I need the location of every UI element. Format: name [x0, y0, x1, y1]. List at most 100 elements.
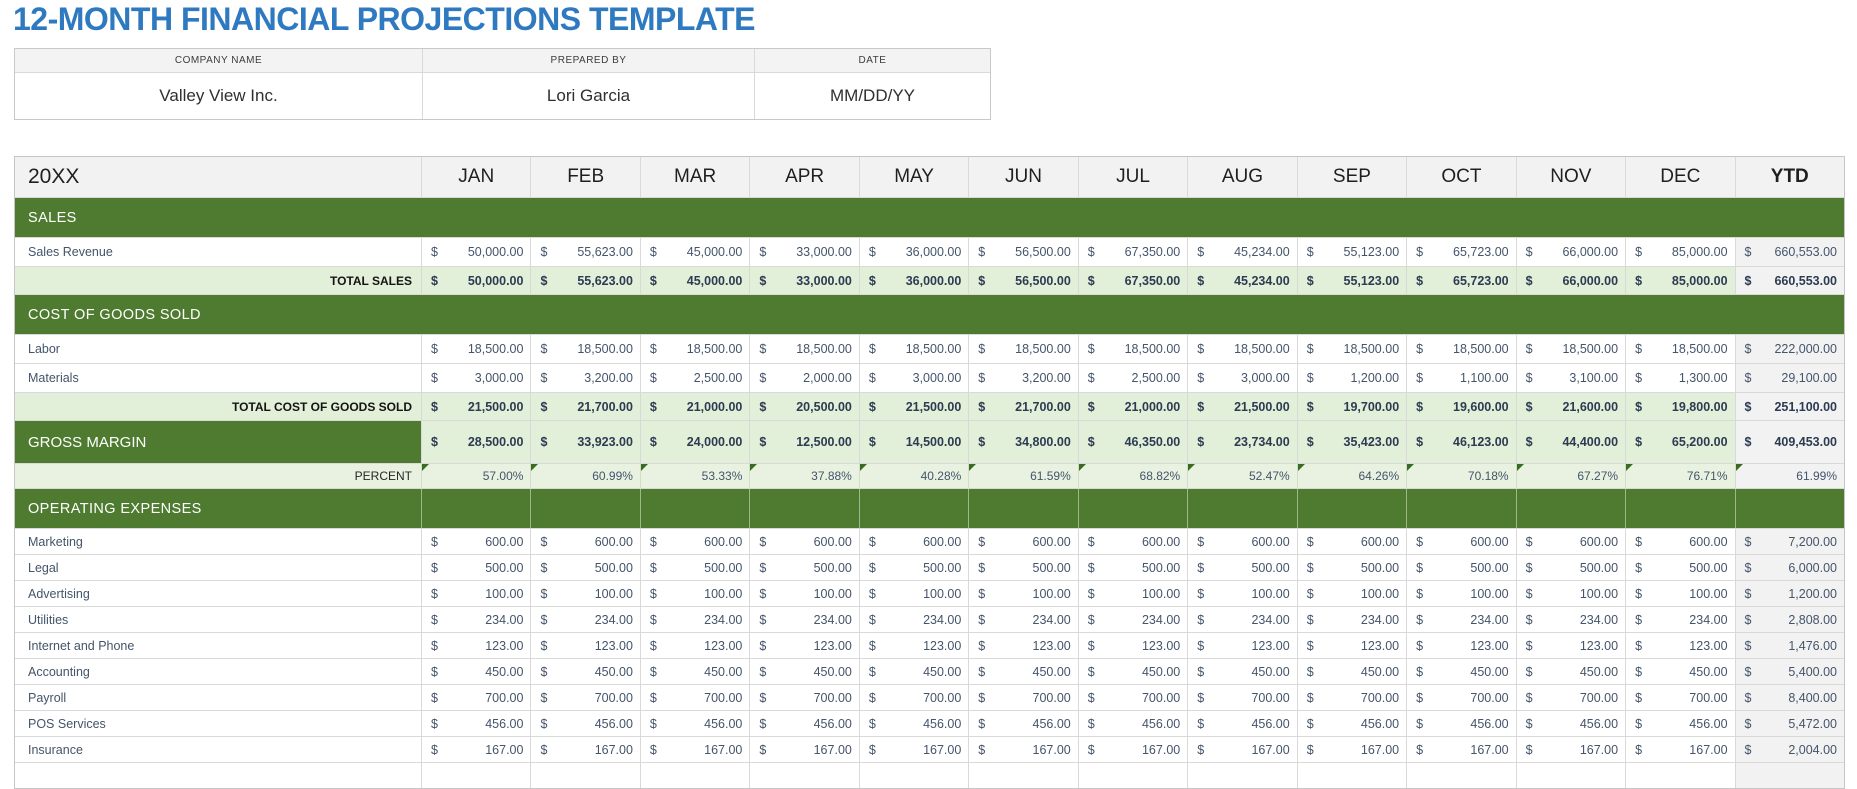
cell-may[interactable]: $600.00 [858, 529, 968, 554]
cell-oct[interactable]: $46,123.00 [1406, 421, 1516, 463]
cell-jan[interactable]: $456.00 [421, 711, 530, 736]
cell-may[interactable]: $36,000.00 [858, 238, 968, 266]
cell-mar[interactable]: $700.00 [639, 685, 749, 710]
cell-jul[interactable]: $500.00 [1077, 555, 1187, 580]
cell-mar[interactable]: $167.00 [639, 737, 749, 762]
cell-jan[interactable]: $600.00 [421, 529, 530, 554]
cell-aug[interactable]: $3,000.00 [1187, 364, 1296, 392]
cell-jun[interactable]: $34,800.00 [968, 421, 1078, 463]
cell-jul[interactable]: $123.00 [1077, 633, 1187, 658]
cell-oct[interactable]: $167.00 [1406, 737, 1515, 762]
cell-aug[interactable]: $100.00 [1187, 581, 1296, 606]
cell-ytd[interactable]: $660,553.00 [1734, 267, 1844, 294]
cell-apr[interactable]: $450.00 [749, 659, 858, 684]
row-label[interactable]: Sales Revenue [28, 245, 113, 259]
cell-ytd[interactable]: $8,400.00 [1734, 685, 1844, 710]
cell-aug[interactable]: $600.00 [1187, 529, 1296, 554]
month-header-mar[interactable]: MAR [639, 157, 749, 197]
cell-mar[interactable]: $45,000.00 [639, 238, 749, 266]
cell-sep[interactable] [1296, 763, 1406, 788]
cell-ytd[interactable]: $222,000.00 [1734, 335, 1844, 363]
month-header-aug[interactable]: AUG [1187, 157, 1296, 197]
date-value[interactable]: MM/DD/YY [754, 73, 990, 119]
cell-may[interactable]: $167.00 [858, 737, 968, 762]
month-header-jan[interactable]: JAN [421, 157, 530, 197]
month-header-oct[interactable]: OCT [1406, 157, 1515, 197]
cell-nov[interactable]: $456.00 [1515, 711, 1625, 736]
cell-may[interactable]: $450.00 [858, 659, 968, 684]
cell-oct[interactable]: $1,100.00 [1406, 364, 1515, 392]
cell-feb[interactable] [530, 763, 639, 788]
cell-feb[interactable]: $500.00 [530, 555, 639, 580]
cell-jan[interactable]: $450.00 [421, 659, 530, 684]
cell-feb[interactable]: 60.99% [530, 464, 639, 488]
cell-oct[interactable]: $450.00 [1406, 659, 1515, 684]
cell-jul[interactable]: $167.00 [1077, 737, 1187, 762]
cell-nov[interactable]: $66,000.00 [1515, 238, 1625, 266]
cell-jul[interactable]: $600.00 [1077, 529, 1187, 554]
cell-nov[interactable]: $18,500.00 [1515, 335, 1625, 363]
cell-ytd[interactable]: $1,476.00 [1734, 633, 1844, 658]
cell-feb[interactable]: $456.00 [530, 711, 639, 736]
cell-ytd[interactable]: $2,004.00 [1734, 737, 1844, 762]
cell-jul[interactable]: 68.82% [1077, 464, 1187, 488]
cell-aug[interactable]: 52.47% [1187, 464, 1296, 488]
cell-mar[interactable]: $123.00 [639, 633, 749, 658]
row-label[interactable]: Materials [28, 371, 79, 385]
cell-nov[interactable]: $600.00 [1515, 529, 1625, 554]
cell-feb[interactable]: $167.00 [530, 737, 639, 762]
cell-jul[interactable]: $100.00 [1077, 581, 1187, 606]
cell-apr[interactable]: $234.00 [749, 607, 858, 632]
cell-ytd[interactable]: $2,808.00 [1734, 607, 1844, 632]
cell-jun[interactable]: $123.00 [968, 633, 1077, 658]
cell-feb[interactable]: $234.00 [530, 607, 639, 632]
row-label[interactable]: Utilities [28, 612, 69, 627]
month-header-apr[interactable]: APR [749, 157, 858, 197]
cell-oct[interactable]: $65,723.00 [1406, 267, 1515, 294]
cell-may[interactable]: $456.00 [858, 711, 968, 736]
cell-aug[interactable]: $45,234.00 [1187, 267, 1296, 294]
cell-dec[interactable]: $600.00 [1625, 529, 1734, 554]
cell-dec[interactable] [1625, 763, 1734, 788]
cell-ytd[interactable]: $409,453.00 [1734, 421, 1844, 463]
cell-jan[interactable]: $21,500.00 [421, 393, 530, 420]
cell-sep[interactable]: $35,423.00 [1296, 421, 1407, 463]
cell-mar[interactable]: $500.00 [639, 555, 749, 580]
cell-may[interactable] [858, 763, 968, 788]
cell-jul[interactable]: $67,350.00 [1077, 238, 1187, 266]
cell-jan[interactable]: $234.00 [421, 607, 530, 632]
cell-jul[interactable]: $456.00 [1077, 711, 1187, 736]
cell-dec[interactable]: $85,000.00 [1625, 238, 1734, 266]
cell-may[interactable]: $100.00 [858, 581, 968, 606]
cell-may[interactable]: $123.00 [858, 633, 968, 658]
cell-jun[interactable]: $450.00 [968, 659, 1077, 684]
cell-mar[interactable]: $234.00 [639, 607, 749, 632]
cell-may[interactable]: $36,000.00 [858, 267, 968, 294]
cell-feb[interactable]: $123.00 [530, 633, 639, 658]
cell-jun[interactable]: 61.59% [968, 464, 1077, 488]
cell-ytd[interactable]: $5,472.00 [1734, 711, 1844, 736]
cell-feb[interactable]: $33,923.00 [530, 421, 640, 463]
cell-feb[interactable]: $55,623.00 [530, 238, 639, 266]
row-label[interactable]: Payroll [28, 690, 67, 705]
cell-ytd[interactable]: $29,100.00 [1734, 364, 1844, 392]
cell-oct[interactable]: $18,500.00 [1406, 335, 1515, 363]
cell-jun[interactable]: $700.00 [968, 685, 1077, 710]
cell-jan[interactable]: $50,000.00 [421, 267, 530, 294]
cell-apr[interactable]: 37.88% [749, 464, 858, 488]
cell-dec[interactable]: $167.00 [1625, 737, 1734, 762]
cell-mar[interactable]: $600.00 [639, 529, 749, 554]
cell-dec[interactable]: $1,300.00 [1625, 364, 1734, 392]
month-header-may[interactable]: MAY [858, 157, 968, 197]
cell-aug[interactable]: $234.00 [1187, 607, 1296, 632]
cell-nov[interactable]: 67.27% [1515, 464, 1625, 488]
cell-nov[interactable]: $66,000.00 [1515, 267, 1625, 294]
month-header-nov[interactable]: NOV [1515, 157, 1625, 197]
cell-dec[interactable]: $456.00 [1625, 711, 1734, 736]
cell-nov[interactable]: $234.00 [1515, 607, 1625, 632]
cell-dec[interactable]: $65,200.00 [1625, 421, 1735, 463]
cell-aug[interactable] [1187, 763, 1296, 788]
cell-sep[interactable]: $19,700.00 [1296, 393, 1406, 420]
cell-oct[interactable]: $600.00 [1406, 529, 1515, 554]
row-label[interactable]: Accounting [28, 664, 90, 679]
